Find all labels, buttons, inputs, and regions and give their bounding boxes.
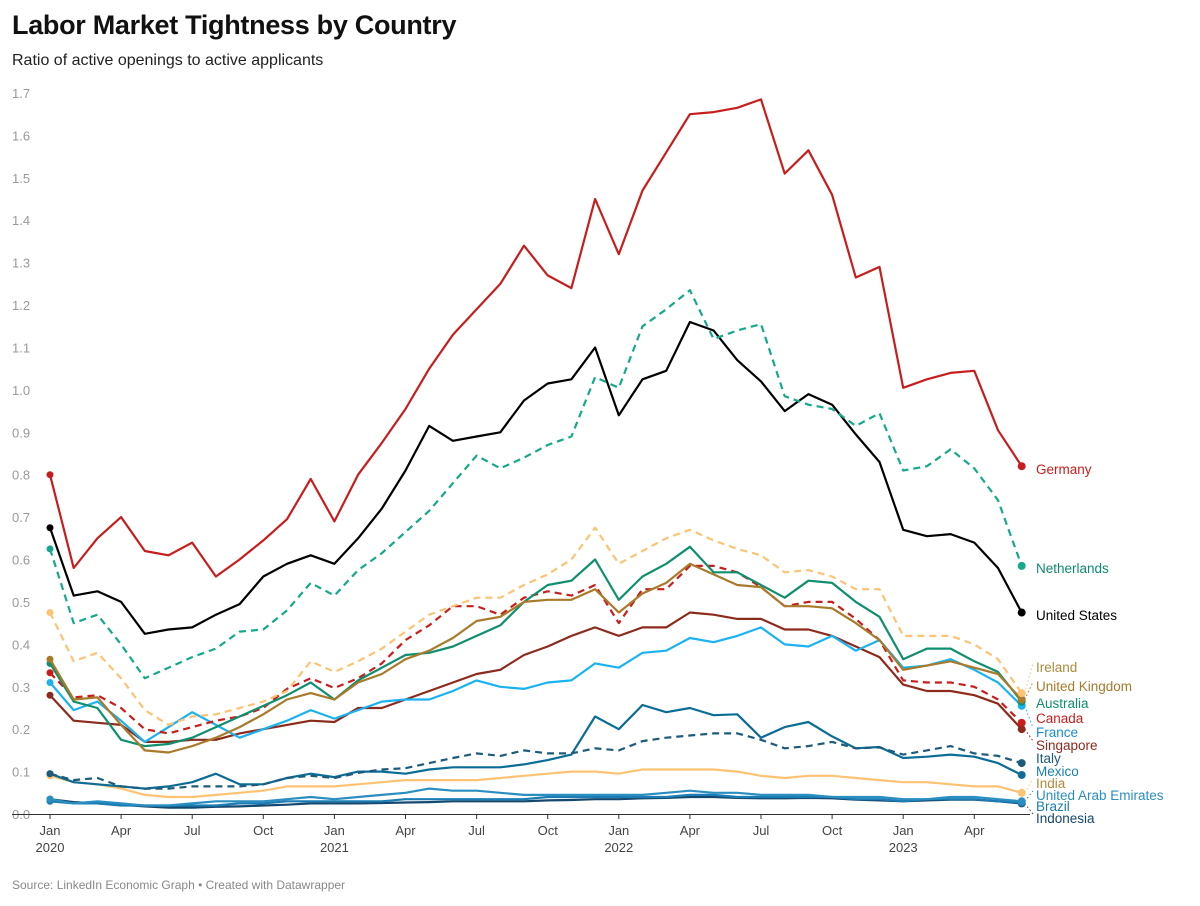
- series-line-singapore: [49, 611, 1023, 743]
- series-end-point-united-kingdom: [1017, 695, 1026, 704]
- series-label-canada: Canada: [1036, 711, 1084, 726]
- y-tick-label: 1.2: [12, 298, 30, 313]
- x-tick-label: Oct: [253, 823, 274, 838]
- series-label-singapore: Singapore: [1036, 738, 1098, 753]
- chart-subtitle: Ratio of active openings to active appli…: [12, 52, 324, 69]
- x-tick-label: Jul: [184, 823, 201, 838]
- series-start-point-france: [46, 679, 54, 687]
- series-end-point-singapore: [1017, 725, 1026, 734]
- x-tick-label: Jul: [468, 823, 485, 838]
- y-tick-label: 0.4: [12, 637, 30, 652]
- series-end-point-mexico: [1017, 770, 1026, 779]
- series-line-netherlands: [48, 289, 1023, 680]
- series-line-germany: [48, 98, 1023, 578]
- x-tick-year: 2022: [604, 840, 633, 855]
- series-label-netherlands: Netherlands: [1036, 561, 1109, 576]
- label-leader-line: [1024, 662, 1034, 694]
- series-label-indonesia: Indonesia: [1036, 811, 1095, 826]
- x-tick-label: Jul: [753, 823, 770, 838]
- y-tick-label: 0.5: [12, 595, 30, 610]
- series-end-point-india: [1017, 788, 1026, 797]
- series-line-united-arab-emirates: [49, 787, 1022, 807]
- series-start-point-netherlands: [46, 545, 54, 553]
- series-end-point-italy: [1017, 759, 1026, 768]
- x-tick-label: Jan: [893, 823, 914, 838]
- label-leader-line: [1024, 778, 1034, 794]
- series-line-united-kingdom: [49, 562, 1023, 754]
- y-tick-label: 1.5: [12, 171, 30, 186]
- y-tick-label: 0.1: [12, 765, 30, 780]
- source-note: Source: LinkedIn Economic Graph • Create…: [12, 878, 346, 892]
- series-label-italy: Italy: [1036, 751, 1061, 766]
- y-tick-label: 0.3: [12, 680, 30, 695]
- series-end-point-united-states: [1017, 608, 1026, 617]
- x-tick-year: 2020: [36, 840, 65, 855]
- series-line-mexico: [49, 703, 1023, 790]
- series-label-mexico: Mexico: [1036, 764, 1079, 779]
- series-label-australia: Australia: [1036, 696, 1089, 711]
- label-leader-line: [1024, 705, 1034, 729]
- series-end-point-united-arab-emirates: [1017, 797, 1026, 806]
- series-start-point-united-states: [46, 524, 54, 532]
- y-tick-label: 0.8: [12, 468, 30, 483]
- x-tick-label: Apr: [395, 823, 416, 838]
- series-label-united-arab-emirates: United Arab Emirates: [1036, 788, 1164, 803]
- y-tick-label: 0.7: [12, 510, 30, 525]
- y-tick-label: 1.3: [12, 256, 30, 271]
- series-label-france: France: [1036, 725, 1078, 740]
- series-line-brazil: [49, 793, 1022, 807]
- x-tick-label: Apr: [964, 823, 985, 838]
- label-leader-line: [1024, 790, 1034, 802]
- x-tick-label: Apr: [111, 823, 132, 838]
- series-label-united-states: United States: [1036, 608, 1117, 623]
- series-start-point-italy: [46, 770, 54, 778]
- y-tick-label: 1.1: [12, 340, 30, 355]
- series-start-point-germany: [46, 471, 54, 479]
- series-label-brazil: Brazil: [1036, 799, 1070, 814]
- label-leader-line: [1024, 803, 1034, 815]
- series-label-india: India: [1036, 776, 1066, 791]
- series-start-point-ireland: [46, 609, 54, 617]
- x-tick-year: 2021: [320, 840, 349, 855]
- x-tick-label: Apr: [680, 823, 701, 838]
- y-tick-label: 0.2: [12, 722, 30, 737]
- x-tick-label: Jan: [324, 823, 345, 838]
- y-tick-label: 1.7: [12, 86, 30, 101]
- series-end-point-ireland: [1017, 689, 1026, 698]
- series-line-ireland: [49, 526, 1023, 726]
- series-end-point-netherlands: [1017, 561, 1026, 570]
- series-start-point-canada: [46, 669, 54, 677]
- series-line-united-states: [48, 320, 1023, 635]
- y-tick-label: 1.4: [12, 213, 30, 228]
- series-line-france: [49, 626, 1023, 743]
- series-label-ireland: Ireland: [1036, 660, 1077, 675]
- x-tick-label: Jan: [608, 823, 629, 838]
- y-tick-label: 0.6: [12, 553, 30, 568]
- x-tick-label: Oct: [538, 823, 559, 838]
- series-label-germany: Germany: [1036, 462, 1092, 477]
- x-tick-year: 2023: [889, 840, 918, 855]
- series-start-point-united-kingdom: [46, 655, 54, 663]
- chart-title: Labor Market Tightness by Country: [12, 10, 457, 40]
- y-tick-label: 1.6: [12, 128, 30, 143]
- label-leader-line: [1024, 728, 1034, 742]
- y-tick-label: 0.9: [12, 425, 30, 440]
- series-end-point-canada: [1017, 718, 1026, 727]
- series-end-point-germany: [1017, 462, 1026, 471]
- x-tick-label: Jan: [40, 823, 61, 838]
- series-line-australia: [49, 545, 1023, 748]
- y-tick-label: 1.0: [12, 383, 30, 398]
- series-start-point-singapore: [46, 691, 54, 699]
- series-line-india: [49, 768, 1022, 799]
- series-label-united-kingdom: United Kingdom: [1036, 679, 1132, 694]
- series-line-italy: [49, 732, 1023, 790]
- label-leader-line: [1024, 681, 1034, 700]
- series-start-point-united-arab-emirates: [46, 795, 54, 803]
- x-tick-label: Oct: [822, 823, 843, 838]
